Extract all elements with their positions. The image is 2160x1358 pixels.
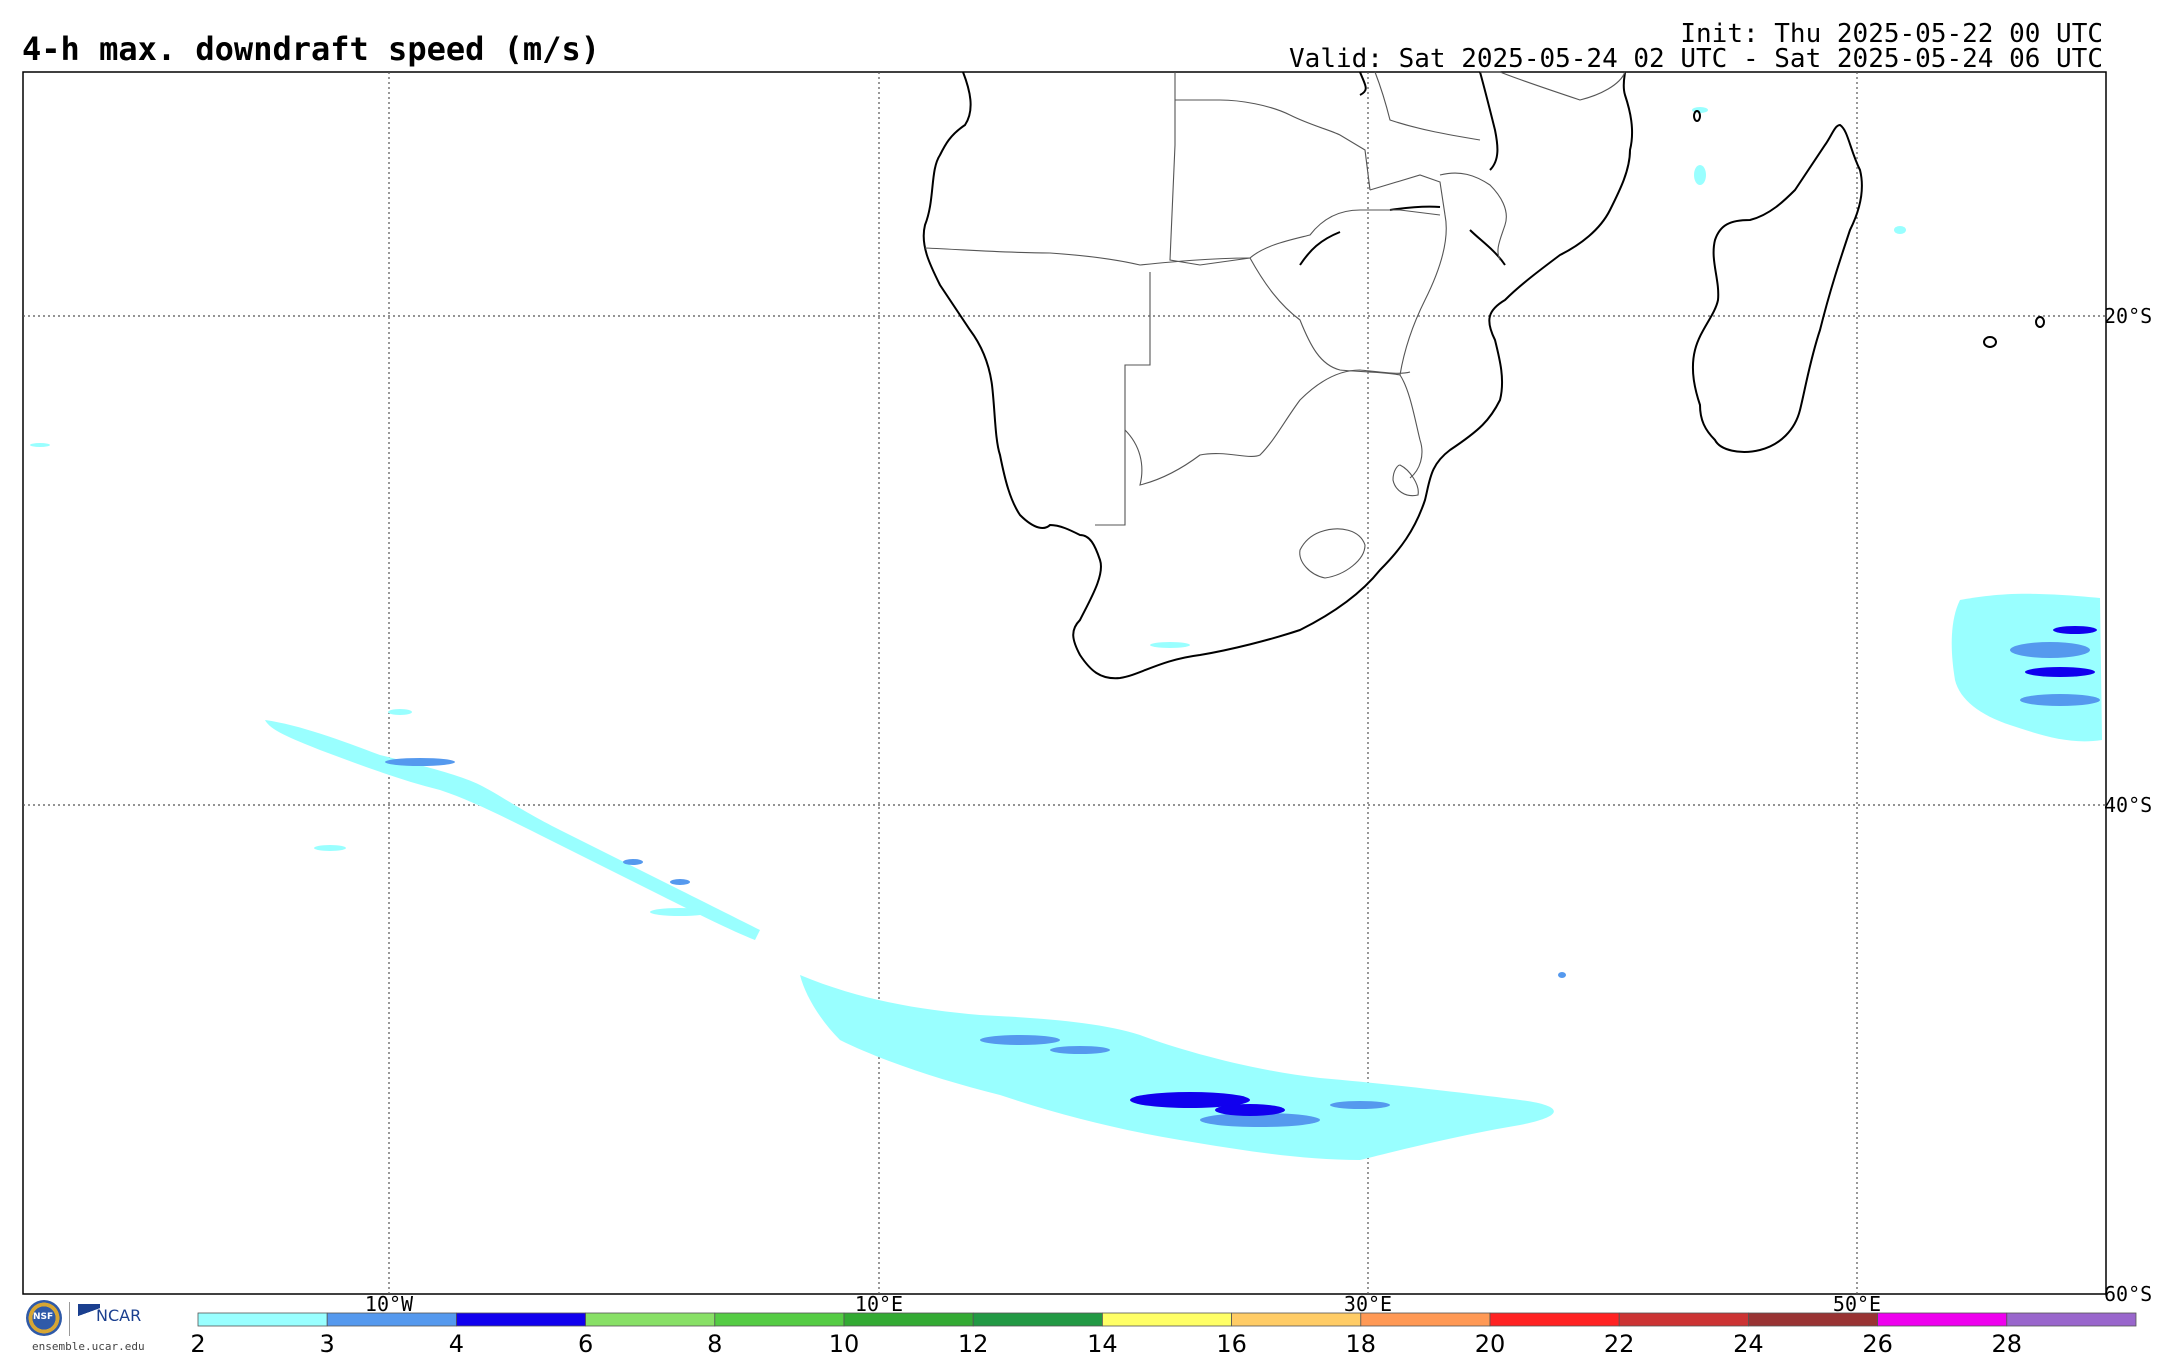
colorbar [197, 1312, 2137, 1327]
border-mozambique [1369, 174, 1447, 479]
spot-sw-2 [650, 908, 710, 916]
colorbar-swatch-10 [1489, 1312, 1620, 1327]
lon-label-10w: 10°W [364, 1292, 414, 1316]
colorbar-tick-label: 4 [448, 1330, 465, 1358]
logo-url: ensemble.ucar.edu [32, 1340, 145, 1353]
spot-atl-2 [1150, 642, 1190, 648]
logo-area: NSF NCAR ensemble.ucar.edu [26, 1300, 156, 1354]
mod-8 [2010, 642, 2090, 658]
colorbar-tick-label: 16 [1216, 1330, 1247, 1358]
init-time: Init: Thu 2025-05-22 00 UTC [1680, 19, 2103, 49]
colorbar-tick-label: 22 [1603, 1330, 1635, 1358]
lake-malawi [1469, 71, 1506, 266]
ncar-logo-icon [78, 1304, 100, 1320]
colorbar-swatch-11 [1618, 1312, 1749, 1327]
band-central [800, 975, 1554, 1160]
lake-kariba [1299, 231, 1341, 266]
downdraft-strong [1130, 626, 2097, 1116]
colorbar-tick-label: 26 [1862, 1330, 1893, 1358]
colorbar-swatch-2 [455, 1312, 586, 1327]
mod-10 [1558, 972, 1566, 978]
border-angola-south [924, 247, 1251, 266]
colorbar-swatch-3 [585, 1312, 716, 1327]
lake-victoria [1359, 71, 1367, 96]
colorbar-tick-label: 10 [828, 1330, 860, 1358]
colorbar-tick-label: 24 [1733, 1330, 1764, 1358]
border-zambia [1169, 72, 1441, 266]
map-title: 4-h max. downdraft speed (m/s) [22, 30, 600, 68]
colorbar-swatch-13 [1877, 1312, 2008, 1327]
mod-4 [980, 1035, 1060, 1045]
spot-atl-1 [30, 443, 50, 447]
mod-1 [385, 758, 455, 766]
lat-label-40s: 40°S [2104, 793, 2153, 817]
border-lesotho [1299, 528, 1366, 579]
colorbar-tick-label: 28 [1991, 1330, 2023, 1358]
mod-3 [670, 879, 690, 885]
madagascar-coast [1691, 123, 1863, 453]
colorbar-tick-label: 18 [1345, 1330, 1377, 1358]
strong-4 [2053, 626, 2097, 634]
spot-sw-1 [388, 709, 412, 715]
lon-label-10e: 10°E [854, 1292, 904, 1316]
colorbar-tick-label: 20 [1474, 1330, 1506, 1358]
colorbar-swatch-14 [2006, 1312, 2137, 1327]
colorbar-swatch-8 [1231, 1312, 1362, 1327]
lat-label-60s: 60°S [2104, 1282, 2153, 1306]
colorbar-tick-label: 6 [577, 1330, 594, 1358]
spot-ind-2 [1694, 165, 1706, 185]
mod-5 [1050, 1046, 1110, 1054]
colorbar-tick-label: 8 [707, 1330, 723, 1358]
mod-2 [623, 859, 643, 865]
border-drc-zambia [1175, 99, 1371, 191]
border-namibia-botswana [1095, 272, 1151, 526]
comoros-island [1693, 110, 1701, 122]
mod-9 [2020, 694, 2100, 706]
colorbar-swatch-4 [714, 1312, 845, 1327]
nsf-logo-text: NSF [33, 1312, 54, 1322]
colorbar-tick-label: 3 [319, 1330, 335, 1358]
band-western [265, 720, 760, 940]
downdraft-field [30, 107, 2102, 1160]
mod-6 [1200, 1113, 1320, 1127]
border-tanzania [1374, 71, 1626, 141]
ncar-logo-text: NCAR [96, 1306, 142, 1325]
valid-time: Valid: Sat 2025-05-24 02 UTC - Sat 2025-… [1289, 44, 2103, 74]
reunion-island [1983, 336, 1997, 348]
mod-7 [1330, 1101, 1390, 1109]
strong-3 [2025, 667, 2095, 677]
strong-2 [1215, 1104, 1285, 1116]
colorbar-swatch-0 [197, 1312, 328, 1327]
colorbar-swatch-6 [972, 1312, 1103, 1327]
mauritius-island [2035, 316, 2045, 328]
nsf-logo-icon [26, 1300, 62, 1336]
lat-label-20s: 20°S [2104, 304, 2153, 328]
downdraft-moderate [385, 642, 2100, 1127]
colorbar-swatch-7 [1102, 1312, 1233, 1327]
lon-label-50e: 50°E [1832, 1292, 1882, 1316]
colorbar-tick-label: 14 [1087, 1330, 1118, 1358]
colorbar-tick-label: 12 [957, 1330, 989, 1358]
border-botswana-sa [1124, 369, 1411, 486]
logo-divider [69, 1302, 70, 1336]
border-zimbabwe [1249, 257, 1401, 376]
strong-1 [1130, 1092, 1250, 1108]
country-borders [924, 71, 1626, 579]
spot-ind-3 [1894, 226, 1906, 234]
colorbar-tick-label: 2 [190, 1330, 206, 1358]
spot-sw-3 [314, 845, 346, 851]
border-malawi [1439, 172, 1507, 261]
graticule [23, 72, 2106, 1294]
africa-coastline [922, 71, 1634, 680]
lon-label-30e: 30°E [1343, 1292, 1393, 1316]
border-eswatini [1392, 464, 1419, 497]
coastline-layer [922, 71, 2045, 680]
lake-tanganyika [1389, 205, 1441, 211]
